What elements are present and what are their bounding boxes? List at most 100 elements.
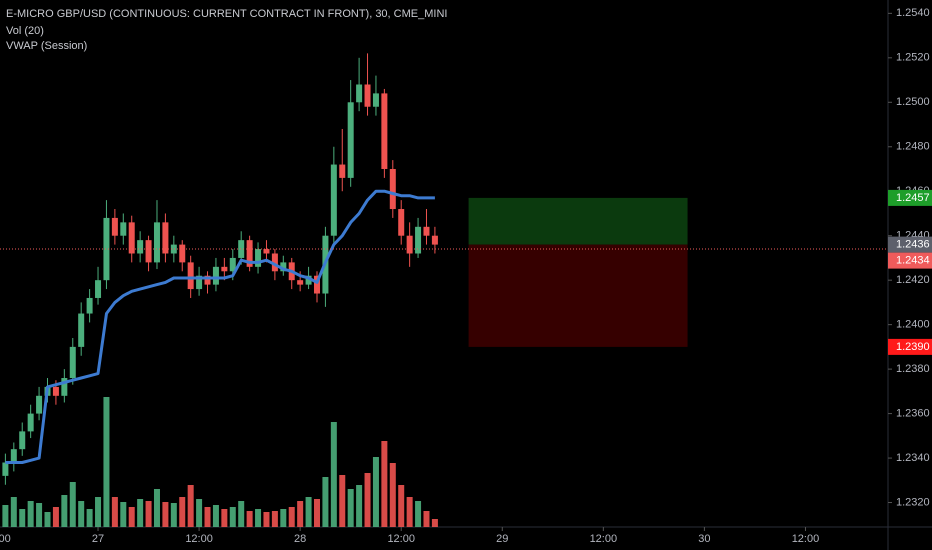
volume-bar: [212, 505, 219, 527]
price-label: 1.2434: [896, 255, 930, 267]
candle-body: [372, 93, 379, 107]
candle-body: [153, 222, 160, 263]
price-label-box: [888, 189, 932, 206]
candle-body: [128, 222, 135, 254]
y-tick-label: 1.2520: [896, 52, 930, 64]
position-loss-zone: [468, 244, 688, 347]
candle-body: [170, 244, 177, 254]
candle-body: [145, 240, 152, 263]
volume-bar: [381, 441, 388, 527]
volume-bar: [305, 497, 312, 527]
candle-body: [305, 275, 312, 285]
position-profit-zone: [468, 197, 688, 245]
candle-body: [280, 262, 287, 272]
candle-body: [423, 226, 430, 236]
candle-body: [347, 102, 354, 178]
volume-bar: [27, 501, 34, 527]
volume-bar: [330, 422, 337, 527]
candle-body: [221, 266, 228, 272]
volume-bar: [347, 489, 354, 527]
candle-body: [356, 84, 363, 103]
candle-body: [255, 249, 262, 267]
candle-body: [204, 275, 211, 285]
volume-bar: [423, 511, 430, 527]
y-tick-label: 1.2500: [896, 96, 930, 108]
volume-bar: [271, 511, 278, 527]
volume-bar: [238, 501, 245, 527]
volume-bar: [322, 477, 329, 527]
volume-bar: [128, 507, 135, 527]
candle-body: [330, 164, 337, 236]
volume-bar: [162, 502, 169, 527]
volume-bar: [19, 509, 26, 527]
y-tick-label: 1.2380: [896, 363, 930, 375]
volume-bar: [145, 501, 152, 527]
y-tick-label: 1.2540: [896, 7, 930, 19]
candle-body: [179, 244, 186, 263]
indicator-label: Vol (20): [6, 25, 44, 37]
candle-body: [111, 217, 118, 236]
volume-bar: [36, 503, 43, 527]
candle-body: [187, 262, 194, 290]
volume-bar: [137, 499, 144, 527]
volume-bar: [86, 509, 93, 527]
candle-body: [10, 449, 17, 463]
volume-bar: [431, 519, 438, 527]
volume-bar: [95, 497, 102, 527]
candle-body: [246, 240, 253, 267]
price-label-box: [888, 236, 932, 253]
volume-bar: [120, 502, 127, 527]
volume-bar: [61, 495, 68, 527]
candle-body: [229, 257, 236, 272]
y-tick-label: 1.2420: [896, 274, 930, 286]
volume-bar: [398, 485, 405, 527]
volume-bar: [389, 463, 396, 527]
y-tick-label: 1.2480: [896, 141, 930, 153]
volume-bar: [69, 482, 76, 527]
price-label: 1.2457: [896, 192, 930, 204]
candle-body: [431, 235, 438, 245]
volume-bar: [280, 509, 287, 527]
price-label: 1.2436: [896, 239, 930, 251]
volume-bar: [153, 489, 160, 527]
volume-bar: [196, 499, 203, 527]
indicator-label: VWAP (Session): [6, 40, 87, 52]
volume-bar: [170, 503, 177, 527]
x-tick-label: 30: [698, 533, 710, 545]
candle-body: [271, 253, 278, 272]
x-tick-label: 12:00: [792, 533, 820, 545]
price-label: 1.2390: [896, 341, 930, 353]
candle-body: [313, 275, 320, 294]
candle-body: [381, 93, 388, 169]
volume-bar: [10, 497, 17, 527]
volume-bar: [204, 507, 211, 527]
candle-body: [19, 431, 26, 450]
candle-body: [86, 297, 93, 314]
candle-body: [120, 222, 127, 236]
candle-body: [36, 395, 43, 414]
candle-body: [212, 266, 219, 285]
volume-bar: [406, 497, 413, 527]
candle-body: [78, 313, 85, 347]
price-label-box: [888, 338, 932, 355]
y-tick-label: 1.2340: [896, 452, 930, 464]
volume-bar: [372, 457, 379, 527]
volume-bar: [103, 397, 110, 527]
volume-bar: [78, 501, 85, 527]
x-tick-label: 28: [294, 533, 306, 545]
candle-body: [137, 240, 144, 254]
candle-body: [263, 249, 270, 254]
volume-bar: [263, 512, 270, 527]
y-tick-label: 1.2400: [896, 319, 930, 331]
x-tick-label: 12:00: [387, 533, 415, 545]
candle-body: [238, 240, 245, 258]
volume-bar: [187, 485, 194, 527]
candle-body: [162, 222, 169, 254]
volume-bar: [297, 501, 304, 527]
volume-bar: [179, 497, 186, 527]
candle-body: [61, 378, 68, 396]
candle-body: [398, 209, 405, 236]
